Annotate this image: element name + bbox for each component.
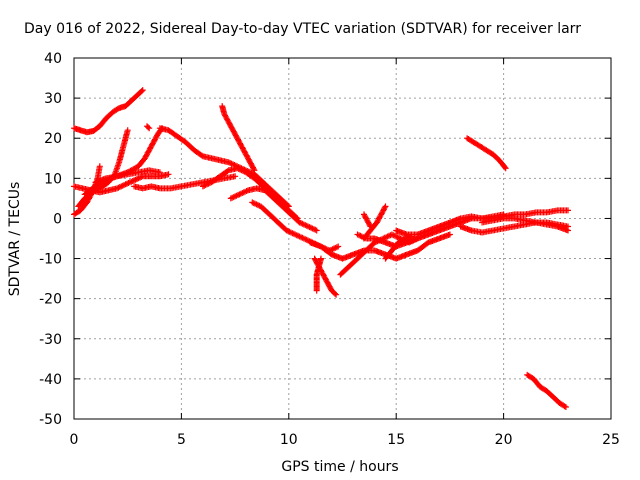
y-tick-label: -20 [39, 292, 62, 308]
series-arc-21 [479, 215, 571, 230]
data-point-path [92, 167, 163, 186]
series-arc-23 [524, 371, 569, 410]
x-tick-label: 15 [387, 432, 405, 448]
series-arc-11 [219, 103, 258, 174]
axis-ticks: 0 5 10 15 20 25 -50 -40 -30 -20 -10 0 10 20 30 40 [39, 51, 620, 448]
data-point-path [199, 165, 301, 222]
y-tick-label: -10 [39, 252, 62, 268]
series-arc-1 [71, 87, 146, 136]
series-arc-13 [249, 199, 342, 254]
data-point-path [75, 127, 131, 210]
data-marks [71, 87, 571, 410]
data-point-path [313, 255, 324, 294]
data-point-path [464, 135, 509, 172]
y-tick-label: 40 [44, 51, 62, 67]
series-arc-14 [311, 255, 340, 298]
series-arc-24 [361, 203, 389, 242]
chart-title: Day 016 of 2022, Sidereal Day-to-day VTE… [24, 21, 581, 37]
y-tick-label: 0 [53, 211, 62, 227]
series-arc-15 [313, 255, 324, 294]
data-point-path [71, 87, 146, 136]
x-tick-label: 5 [177, 432, 186, 448]
series-arc-12 [227, 185, 320, 234]
data-point-path [219, 103, 258, 174]
x-tick-label: 20 [495, 432, 513, 448]
y-tick-label: -40 [39, 372, 62, 388]
series-arc-7 [144, 123, 153, 132]
x-axis-label: GPS time / hours [281, 459, 398, 475]
series-arc-4 [75, 127, 131, 210]
series-arc-22 [464, 135, 509, 172]
x-tick-label: 25 [602, 432, 620, 448]
data-point-path [249, 199, 342, 254]
plot-frame [73, 57, 612, 420]
series-arc-9 [156, 125, 292, 210]
y-tick-label: -50 [39, 412, 62, 428]
series-arc-6 [92, 167, 163, 186]
data-point-path [382, 233, 415, 262]
y-tick-label: 30 [44, 91, 62, 107]
data-point-path [311, 255, 340, 298]
y-tick-label: 10 [44, 171, 62, 187]
y-axis-label: SDTVAR / TECUs [7, 182, 23, 297]
data-point-path [156, 125, 292, 210]
data-point-path [361, 211, 374, 230]
data-point-path [361, 203, 389, 242]
data-point-path [144, 123, 153, 132]
x-tick-label: 10 [280, 432, 298, 448]
grid [74, 58, 611, 419]
y-tick-label: -30 [39, 332, 62, 348]
data-point-path [479, 215, 571, 230]
data-point-path [227, 185, 320, 234]
series-arc-10 [199, 165, 301, 222]
y-tick-label: 20 [44, 131, 62, 147]
x-tick-label: 0 [70, 432, 79, 448]
series-arc-25 [361, 211, 374, 230]
series-arc-26 [382, 233, 415, 262]
data-point-path [524, 371, 569, 410]
